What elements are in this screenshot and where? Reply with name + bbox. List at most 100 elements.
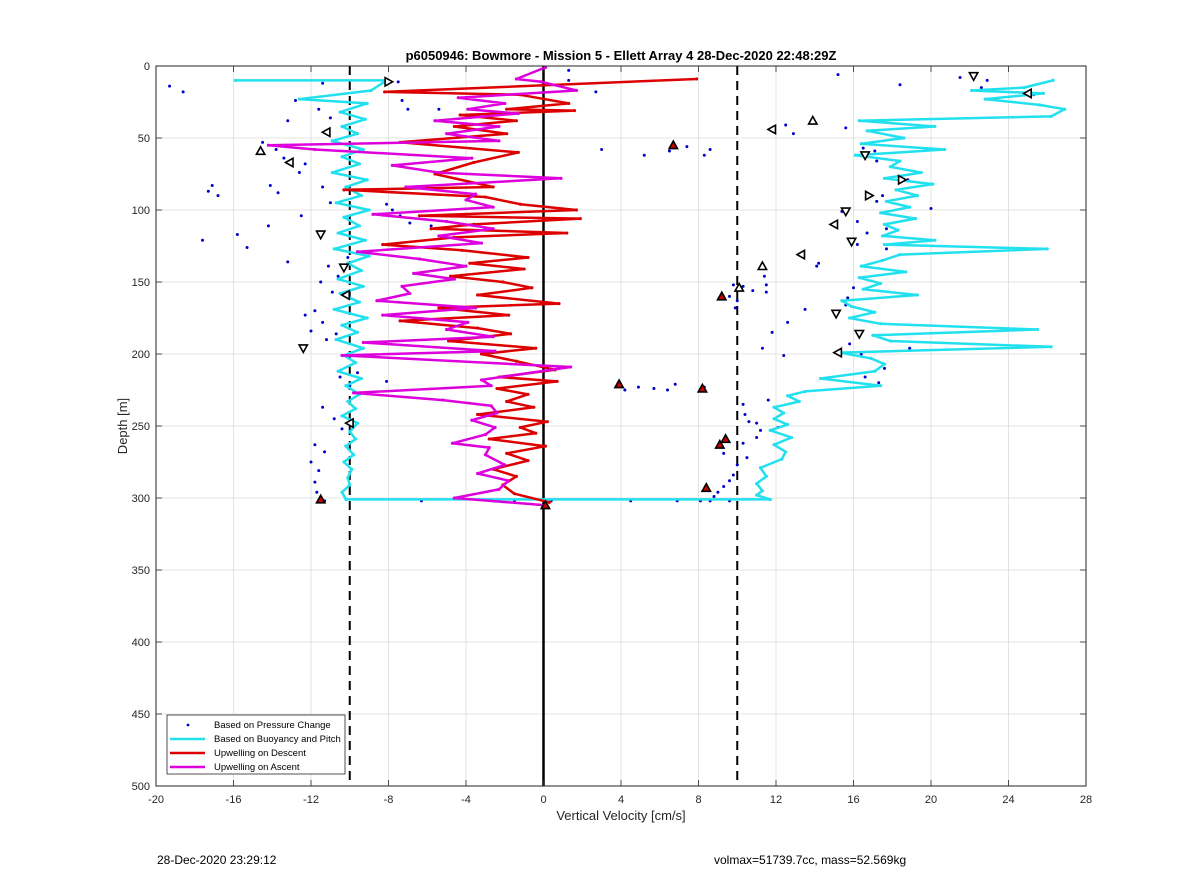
series-vertex-1	[359, 376, 363, 381]
pressure-point	[764, 290, 768, 294]
pressure-point	[836, 73, 840, 77]
pressure-point	[317, 469, 321, 473]
series-vertex-1	[904, 270, 908, 274]
series-vertex-3	[470, 418, 474, 422]
pressure-point	[319, 280, 323, 284]
series-vertex-2	[446, 339, 451, 343]
triangle-marker	[716, 290, 728, 301]
pressure-point	[733, 306, 737, 310]
pressure-point	[861, 146, 865, 150]
series-vertex-2	[507, 313, 511, 317]
series-vertex-2	[514, 119, 518, 123]
triangle-marker	[807, 114, 819, 125]
series-vertex-1	[859, 264, 863, 268]
series-vertex-1	[330, 170, 334, 175]
series-vertex-3	[474, 306, 478, 310]
pressure-point	[702, 153, 706, 157]
series-vertex-1	[1035, 327, 1040, 332]
series-vertex-2	[505, 399, 509, 404]
series-vertex-3	[437, 170, 441, 175]
series-vertex-2	[476, 326, 480, 330]
pressure-point	[873, 149, 877, 153]
series-vertex-1	[882, 362, 887, 366]
series-vertex-2	[342, 188, 346, 192]
series-vertex-3	[493, 425, 497, 430]
pressure-point	[313, 309, 317, 313]
pressure-point	[884, 227, 888, 231]
pressure-point	[735, 463, 739, 467]
pressure-point	[313, 480, 317, 484]
pressure-point	[321, 320, 325, 324]
series-vertex-3	[497, 139, 501, 143]
triangle-marker	[1022, 87, 1032, 99]
series-vertex-2	[505, 107, 509, 111]
series-vertex-1	[755, 482, 759, 486]
series-vertex-2	[555, 379, 559, 383]
pressure-point	[741, 402, 745, 406]
triangle-marker	[795, 249, 806, 261]
series-vertex-3	[487, 446, 491, 450]
x-tick-label: 8	[695, 794, 701, 806]
series-vertex-3	[474, 192, 478, 196]
pressure-point	[803, 307, 807, 311]
triangle-marker	[720, 433, 732, 444]
series-vertex-3	[371, 212, 375, 216]
series-vertex-1	[902, 136, 906, 140]
pressure-point	[852, 286, 855, 290]
pressure-point	[303, 162, 307, 166]
series-vertex-1	[772, 417, 776, 421]
pressure-point	[786, 320, 790, 324]
series-vertex-1	[861, 287, 865, 291]
series-vertex-2	[574, 208, 579, 212]
series-vertex-3	[466, 107, 470, 111]
pressure-point	[338, 375, 342, 379]
series-vertex-1	[786, 394, 790, 398]
series-vertex-3	[569, 365, 573, 369]
series-vertex-2	[487, 437, 491, 441]
triangle-marker	[700, 482, 712, 493]
pressure-point	[708, 148, 712, 152]
series-vertex-1	[233, 78, 238, 82]
series-vertex-1	[789, 435, 794, 440]
pressure-point	[245, 245, 249, 249]
pressure-point	[261, 140, 265, 144]
series-vertex-2	[526, 255, 530, 260]
pressure-point	[791, 132, 795, 136]
pressure-point	[958, 76, 962, 80]
pressure-point	[908, 346, 912, 350]
triangle-marker	[733, 281, 745, 292]
axis-ticks: -20 -16 -12 -8 -4 0 4 8 12 16 20 24 28 0 50 100 150 200 25…	[132, 61, 1092, 806]
series-vertex-3	[559, 176, 563, 180]
pressure-point	[294, 99, 297, 103]
series-vertex-1	[880, 234, 885, 238]
triangle-marker	[338, 263, 350, 274]
pressure-point	[877, 381, 881, 385]
series-vertex-1	[780, 457, 784, 461]
pressure-point	[437, 107, 441, 111]
series-vertex-2	[479, 352, 484, 356]
x-tick-label: 0	[540, 794, 546, 806]
series-vertex-1	[361, 284, 365, 288]
series-vertex-2	[572, 109, 577, 113]
series-vertex-2	[694, 77, 699, 81]
pressure-point	[716, 490, 720, 494]
series-vertex-3	[491, 227, 495, 231]
pressure-point	[274, 148, 278, 152]
series-vertex-3	[375, 299, 379, 303]
series-vertex-1	[888, 165, 892, 169]
triangle-marker	[384, 76, 395, 88]
legend-label-pressure: Based on Pressure Change	[214, 720, 331, 731]
series-vertex-1	[1049, 345, 1053, 349]
series-vertex-2	[526, 392, 530, 396]
series-layer	[168, 65, 1067, 507]
series-vertex-1	[363, 117, 367, 121]
pressure-point	[268, 184, 272, 188]
series-vertex-2	[398, 319, 402, 323]
series-vertex-3	[497, 487, 501, 491]
series-vertex-1	[784, 450, 788, 454]
series-vertex-1	[1041, 91, 1045, 95]
series-vertex-3	[479, 378, 484, 382]
pressure-point	[846, 296, 850, 300]
pressure-point	[766, 398, 770, 402]
pressure-point	[385, 379, 389, 383]
